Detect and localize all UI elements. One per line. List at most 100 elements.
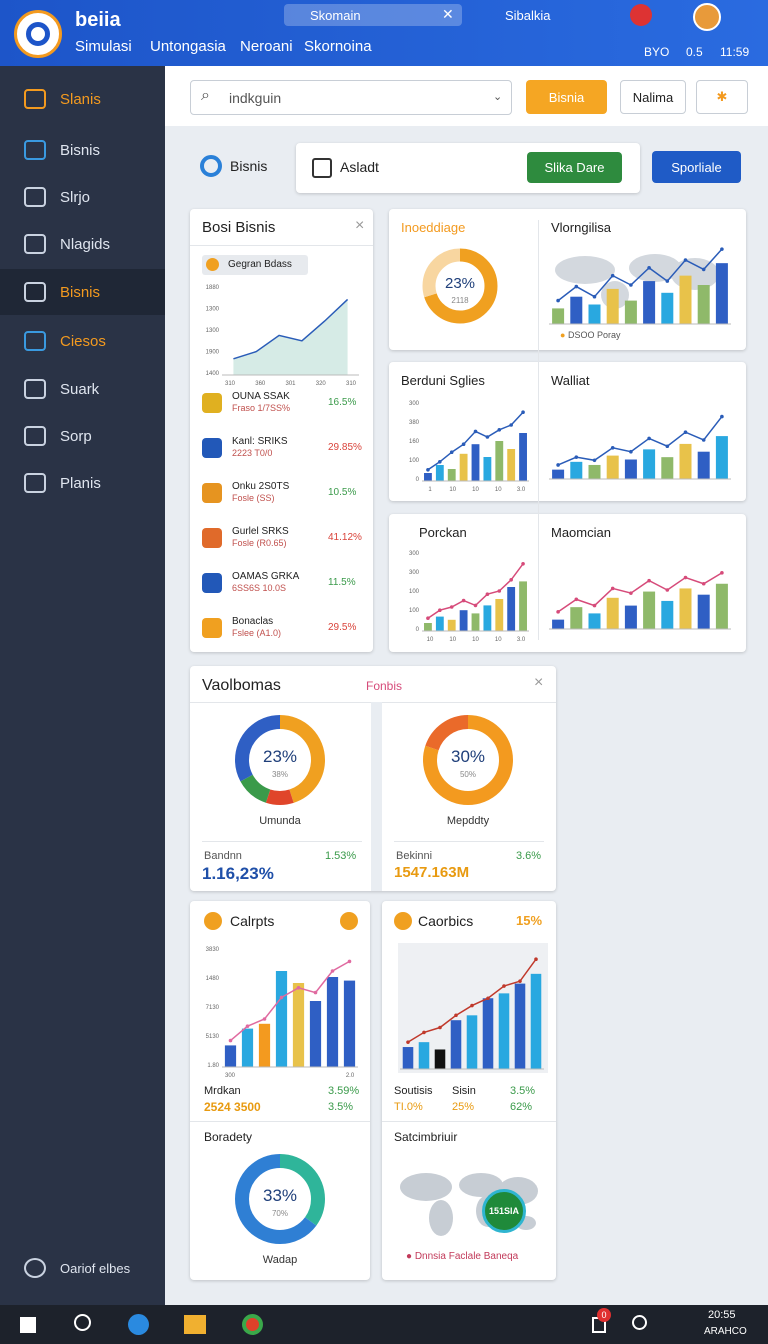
nav-item[interactable]: Skornoina bbox=[304, 38, 372, 55]
close[interactable]: × bbox=[355, 217, 365, 234]
bar bbox=[697, 451, 710, 479]
bar bbox=[661, 457, 674, 479]
search-box[interactable]: indkguin ⌕ ⌄ bbox=[190, 80, 512, 115]
stat-value: 2524 3500 bbox=[204, 1100, 261, 1114]
item-icon bbox=[202, 573, 222, 593]
item-icon bbox=[202, 618, 222, 638]
item-sub: Fraso 1/7SS% bbox=[232, 403, 291, 413]
bar bbox=[661, 292, 674, 324]
label: Suark bbox=[60, 380, 100, 398]
label: Sorp bbox=[60, 427, 92, 445]
point bbox=[647, 266, 651, 270]
item-name: Onku 2S0TS bbox=[232, 481, 290, 492]
item-name: Kanl: SRIKS bbox=[232, 436, 288, 447]
point bbox=[485, 435, 490, 439]
nav-item[interactable]: Untongasia bbox=[150, 38, 226, 55]
bar bbox=[514, 983, 526, 1069]
card: Calrpts 3830 1480 7130 5130 1.80 300 2.0 Mrdka… bbox=[190, 901, 370, 1280]
nav-item[interactable]: Bisnis bbox=[0, 269, 165, 315]
close[interactable]: ✕ bbox=[442, 6, 454, 22]
search[interactable] bbox=[74, 1314, 91, 1331]
bar bbox=[624, 459, 637, 479]
point bbox=[228, 1038, 233, 1043]
start[interactable] bbox=[20, 1317, 36, 1333]
point bbox=[720, 571, 724, 575]
item-pct: 10.5% bbox=[328, 487, 357, 498]
x-tick-label: 310 bbox=[346, 381, 357, 387]
bar-chart bbox=[549, 414, 731, 480]
app-icon[interactable] bbox=[184, 1315, 206, 1334]
chip[interactable]: Gegran Bdass bbox=[202, 255, 308, 275]
nav-item[interactable]: Nlagids bbox=[0, 221, 165, 267]
avatar[interactable] bbox=[693, 3, 721, 31]
tab-label: Skomain bbox=[310, 8, 361, 23]
nav-item[interactable]: Slrjo bbox=[0, 174, 165, 220]
chart-title: Porckan bbox=[419, 525, 467, 540]
bar bbox=[507, 587, 516, 631]
point bbox=[592, 294, 597, 299]
footer[interactable]: Oariof elbes bbox=[0, 1245, 165, 1291]
y-tick-label: 1300 bbox=[206, 328, 220, 334]
x-tick-label: 3.0 bbox=[517, 637, 526, 643]
badge: 15% bbox=[516, 913, 543, 928]
tab[interactable]: Skomain ✕ bbox=[284, 4, 462, 26]
bar bbox=[519, 433, 527, 481]
chip-label: Gegran Bdass bbox=[228, 259, 292, 270]
legend-label: DSOO Poray bbox=[567, 330, 621, 340]
tray-icon[interactable] bbox=[632, 1315, 647, 1330]
bar bbox=[241, 1028, 254, 1067]
nav-item[interactable]: Ciesos bbox=[0, 318, 165, 364]
blue-button[interactable]: Sporliale bbox=[652, 151, 741, 183]
bar bbox=[519, 581, 527, 631]
nav-item[interactable]: Sorp bbox=[0, 413, 165, 459]
x-tick-label: 300 bbox=[225, 1073, 236, 1079]
item-sub: 2223 T0/0 bbox=[232, 448, 273, 458]
primary-button[interactable]: Bisnia bbox=[526, 80, 607, 114]
bar bbox=[697, 285, 710, 324]
y-tick-label: 1300 bbox=[206, 307, 220, 313]
bar bbox=[624, 300, 637, 324]
stat-value: 1.16,23% bbox=[202, 864, 274, 883]
y-tick-label: 100 bbox=[409, 458, 420, 464]
y-tick-label: 300 bbox=[409, 401, 420, 407]
field[interactable]: Asladt bbox=[340, 159, 379, 175]
map-shape bbox=[671, 258, 719, 290]
nav-item[interactable]: Neroani bbox=[240, 38, 293, 55]
point bbox=[647, 578, 651, 583]
close[interactable]: × bbox=[534, 674, 544, 691]
bar bbox=[224, 1045, 237, 1067]
nav-item[interactable]: Suark bbox=[0, 366, 165, 412]
stat-pct: 3.6% bbox=[516, 850, 542, 862]
bar bbox=[588, 304, 601, 324]
account[interactable]: Sibalkia bbox=[505, 8, 551, 23]
point bbox=[629, 591, 633, 595]
stat-name: Soutisis bbox=[394, 1085, 433, 1097]
x-tick-label: 10 bbox=[495, 637, 502, 643]
card-title: Calrpts bbox=[230, 913, 275, 929]
label: Ciesos bbox=[60, 332, 106, 350]
point bbox=[330, 969, 335, 973]
donut: 33% 70% Wadap bbox=[235, 1154, 325, 1266]
nav-item[interactable]: Simulasi bbox=[75, 38, 132, 55]
list-panel: Bosi Bisnis × Gegran Bdass 1880 1300 1300 1… bbox=[190, 209, 373, 652]
point bbox=[701, 581, 706, 586]
legend-label: Dnnsia Faclale Baneqa bbox=[414, 1251, 519, 1262]
point bbox=[720, 247, 724, 251]
app-icon[interactable] bbox=[128, 1314, 149, 1335]
y-tick-label: 5130 bbox=[206, 1034, 220, 1040]
point bbox=[426, 616, 430, 620]
tab[interactable]: Fonbis bbox=[366, 679, 403, 693]
x-tick-label: 3.0 bbox=[517, 487, 526, 493]
item-icon bbox=[202, 483, 222, 503]
button[interactable]: Nalima bbox=[620, 80, 686, 114]
green-button[interactable]: Slika Dare bbox=[527, 152, 622, 183]
app-icon[interactable] bbox=[242, 1314, 263, 1335]
icon[interactable] bbox=[630, 4, 652, 26]
icon-button[interactable]: ✱ bbox=[696, 80, 748, 114]
nav-item[interactable]: Bisnis bbox=[0, 127, 165, 173]
nav-item[interactable]: Slanis bbox=[0, 76, 165, 122]
y-tick-label: 300 bbox=[409, 570, 420, 576]
y-tick-label: 3830 bbox=[206, 947, 220, 953]
nav-item[interactable]: Planis bbox=[0, 460, 165, 506]
stat-name: Bandnn bbox=[204, 850, 242, 862]
